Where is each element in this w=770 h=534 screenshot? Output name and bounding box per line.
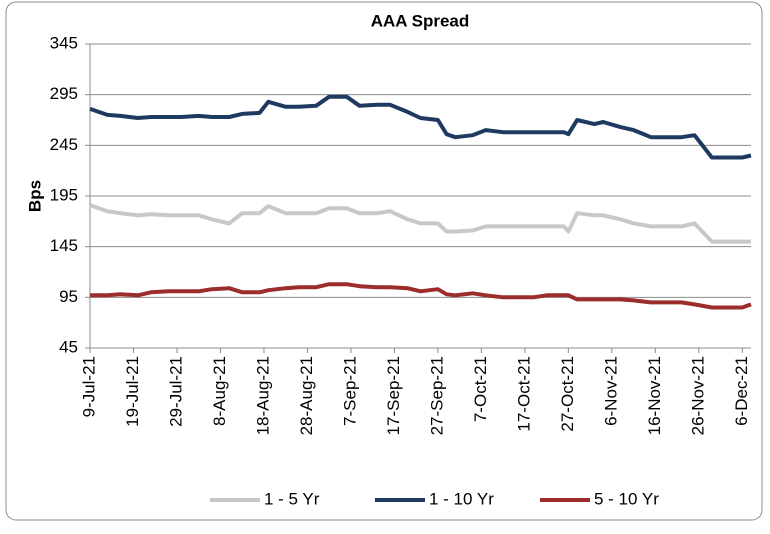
y-tick-label: 145 — [50, 236, 78, 255]
x-tick-label: 17-Oct-21 — [514, 356, 533, 432]
y-tick-label: 95 — [59, 287, 78, 306]
x-tick-label: 28-Aug-21 — [297, 356, 316, 435]
series-line — [90, 282, 752, 310]
x-tick-label: 27-Sep-21 — [427, 356, 446, 435]
series-line — [89, 203, 751, 244]
x-tick-label: 17-Sep-21 — [384, 356, 403, 435]
chart-title: AAA Spread — [371, 11, 470, 30]
x-tick-label: 29-Jul-21 — [166, 356, 185, 427]
legend-label: 5 - 10 Yr — [594, 489, 659, 508]
y-tick-label: 295 — [50, 84, 78, 103]
legend-label: 1 - 10 Yr — [429, 489, 494, 508]
x-tick-label: 9-Jul-21 — [79, 356, 98, 417]
series-line — [89, 94, 752, 160]
x-tick-label: 6-Dec-21 — [732, 356, 751, 426]
x-tick-label: 26-Nov-21 — [688, 356, 707, 435]
y-tick-label: 195 — [50, 185, 78, 204]
x-tick-label: 27-Oct-21 — [558, 356, 577, 432]
y-tick-label: 245 — [50, 135, 78, 154]
x-tick-label: 16-Nov-21 — [645, 356, 664, 435]
y-tick-label: 45 — [59, 337, 78, 356]
y-axis-label: Bps — [25, 180, 44, 212]
legend-label: 1 - 5 Yr — [264, 489, 320, 508]
x-tick-label: 7-Sep-21 — [340, 356, 359, 426]
x-tick-label: 8-Aug-21 — [210, 356, 229, 426]
x-tick-label: 6-Nov-21 — [601, 356, 620, 426]
chart-border — [5, 1, 763, 521]
x-tick-label: 18-Aug-21 — [253, 356, 272, 435]
x-tick-label: 7-Oct-21 — [471, 356, 490, 422]
x-tick-label: 19-Jul-21 — [123, 356, 142, 427]
y-tick-label: 345 — [50, 33, 78, 52]
